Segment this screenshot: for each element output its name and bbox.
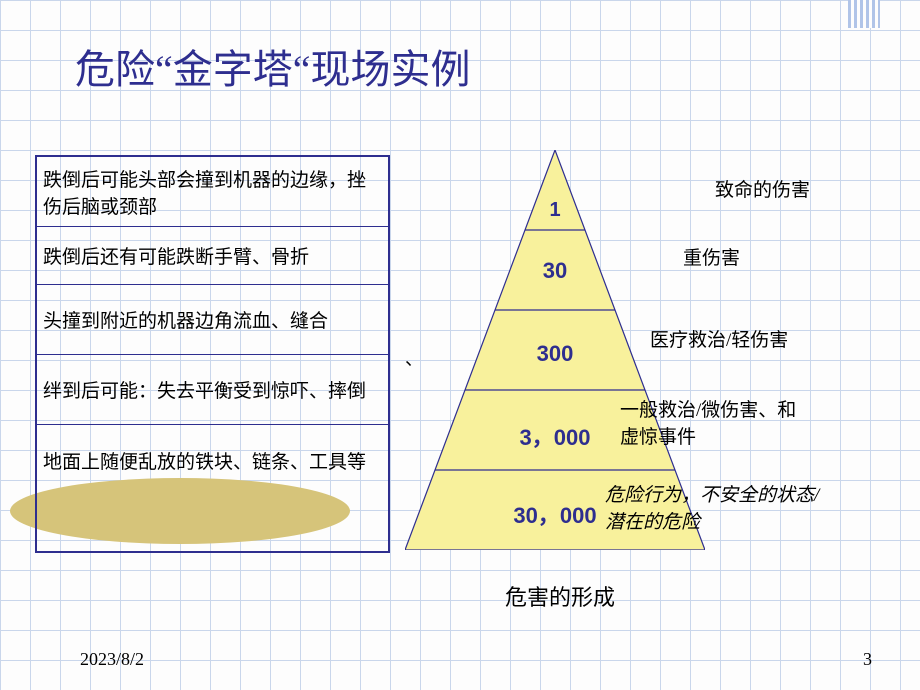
- table-row: 绊到后可能：失去平衡受到惊吓、摔倒: [37, 355, 388, 425]
- accent-bar: [848, 0, 880, 28]
- left-table: 跌倒后可能头部会撞到机器的边缘，挫伤后脑或颈部 跌倒后还有可能跌断手臂、骨折 头…: [35, 155, 390, 553]
- footer-date: 2023/8/2: [80, 649, 144, 670]
- pyramid-label: 重伤害: [683, 243, 823, 270]
- pyramid-label: 一般救治/微伤害、和虚惊事件: [620, 395, 815, 449]
- pyramid-label: 致命的伤害: [715, 175, 885, 202]
- pyramid-label: 危险行为，不安全的状态/潜在的危险: [605, 480, 835, 534]
- table-row: 跌倒后可能头部会撞到机器的边缘，挫伤后脑或颈部: [37, 157, 388, 227]
- table-row: 头撞到附近的机器边角流血、缝合: [37, 285, 388, 355]
- pyramid-label: 医疗救治/轻伤害: [650, 325, 860, 352]
- table-row: 跌倒后还有可能跌断手臂、骨折: [37, 227, 388, 285]
- pyramid-number: 30: [405, 258, 705, 284]
- table-row: 地面上随便乱放的铁块、链条、工具等: [37, 425, 388, 495]
- slide-title: 危险“金字塔“现场实例: [75, 45, 485, 95]
- pyramid-caption: 危害的形成: [460, 580, 660, 612]
- footer-page-number: 3: [863, 649, 872, 670]
- pyramid-number: 1: [405, 199, 705, 222]
